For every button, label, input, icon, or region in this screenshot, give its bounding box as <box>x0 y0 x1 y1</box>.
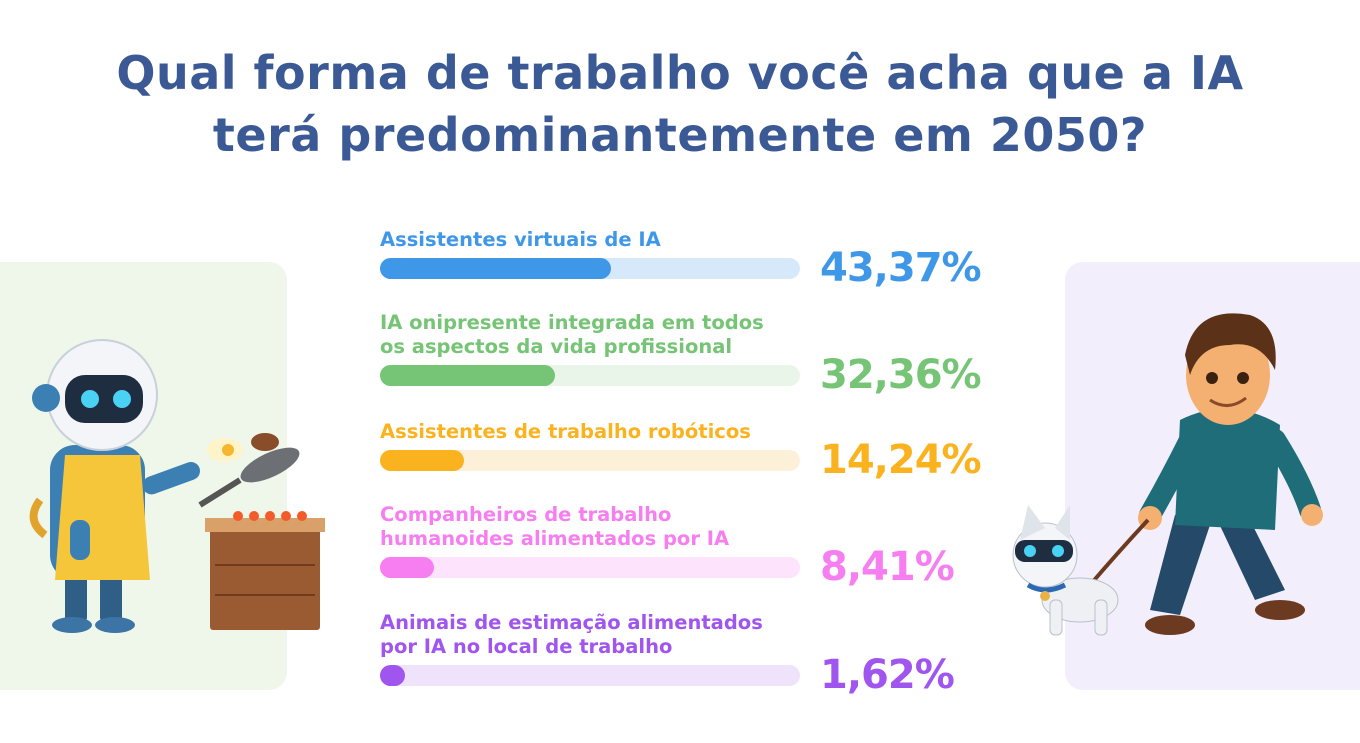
title-line-2: terá predominantemente em 2050? <box>212 108 1148 162</box>
bar-value-label: 32,36% <box>820 352 982 398</box>
bar-label-line: Animais de estimação alimentados <box>380 611 763 634</box>
bar-label-line: por IA no local de trabalho <box>380 635 673 658</box>
bar-value-label: 8,41% <box>820 544 955 590</box>
bar-fill <box>380 450 464 471</box>
bar-track <box>380 258 800 279</box>
bar-row: Assistentes de trabalho robóticos 14,24% <box>380 420 1000 482</box>
bar-label-line: Assistentes virtuais de IA <box>380 228 661 251</box>
bar-track <box>380 450 800 471</box>
man-walking-robot-dog-icon <box>1012 313 1323 636</box>
bar-fill <box>380 258 612 279</box>
bar-label-line: os aspectos da vida profissional <box>380 335 733 358</box>
bar-label: Assistentes virtuais de IA <box>380 228 1000 252</box>
page-title: Qual forma de trabalho você acha que a I… <box>0 42 1360 166</box>
title-line-1: Qual forma de trabalho você acha que a I… <box>116 46 1244 100</box>
bar-label: IA onipresente integrada em todos os aspe… <box>380 311 1000 359</box>
bar-fill <box>380 557 435 578</box>
bar-track <box>380 665 800 686</box>
bar-track <box>380 557 800 578</box>
bar-label-line: humanoides alimentados por IA <box>380 527 730 550</box>
bar-value-label: 43,37% <box>820 245 982 291</box>
bar-fill <box>380 665 405 686</box>
bar-label: Companheiros de trabalho humanoides alime… <box>380 503 1000 551</box>
robot-cooking-icon <box>29 339 325 633</box>
bar-value-label: 14,24% <box>820 437 982 483</box>
bar-fill <box>380 365 556 386</box>
bar-label-line: Companheiros de trabalho <box>380 503 672 526</box>
bar-track <box>380 365 800 386</box>
bar-row: Assistentes virtuais de IA 43,37% <box>380 228 1000 290</box>
bar-row: Companheiros de trabalho humanoides alime… <box>380 503 1000 589</box>
bar-label: Animais de estimação alimentados por IA n… <box>380 611 1000 659</box>
bar-label-line: IA onipresente integrada em todos <box>380 311 764 334</box>
bar-row: Animais de estimação alimentados por IA n… <box>380 611 1000 697</box>
bar-label-line: Assistentes de trabalho robóticos <box>380 420 751 443</box>
bar-row: IA onipresente integrada em todos os aspe… <box>380 311 1000 397</box>
bar-value-label: 1,62% <box>820 652 955 698</box>
bar-label: Assistentes de trabalho robóticos <box>380 420 1000 444</box>
